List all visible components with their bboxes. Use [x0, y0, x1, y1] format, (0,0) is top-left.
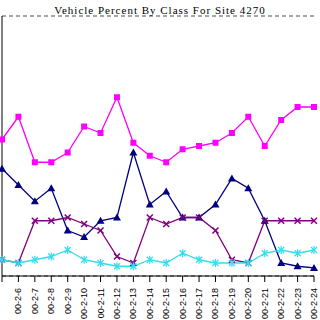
svg-text:00-2-24: 00-2-24: [309, 288, 312, 319]
svg-text:00-2-12: 00-2-12: [112, 288, 122, 319]
svg-text:00-2-15: 00-2-15: [161, 288, 171, 319]
svg-text:00-2-16: 00-2-16: [178, 288, 188, 319]
svg-text:00-2-7: 00-2-7: [30, 288, 40, 314]
html-text:Vehicle Percent By Class For S: Vehicle Percent By Class For Site 4270: [54, 4, 266, 16]
svg-text:00-2-6: 00-2-6: [13, 288, 23, 314]
svg-text:00-2-9: 00-2-9: [63, 288, 73, 314]
svg-text:00-2-23: 00-2-23: [293, 288, 303, 319]
svg-text:00-2-20: 00-2-20: [243, 288, 253, 319]
svg-text:00-2-13: 00-2-13: [128, 288, 138, 319]
svg-text:00-2-10: 00-2-10: [79, 288, 89, 319]
svg-text:00-2-18: 00-2-18: [210, 288, 220, 319]
svg-text:00-2-21: 00-2-21: [260, 288, 270, 319]
svg-text:00-2-8: 00-2-8: [46, 288, 56, 314]
svg-text:00-2-19: 00-2-19: [227, 288, 237, 319]
svg-text:00-2-17: 00-2-17: [194, 288, 204, 319]
svg-text:00-2-22: 00-2-22: [276, 288, 286, 319]
svg-text:00-2-14: 00-2-14: [145, 288, 155, 319]
svg-text:00-2-11: 00-2-11: [96, 288, 106, 318]
